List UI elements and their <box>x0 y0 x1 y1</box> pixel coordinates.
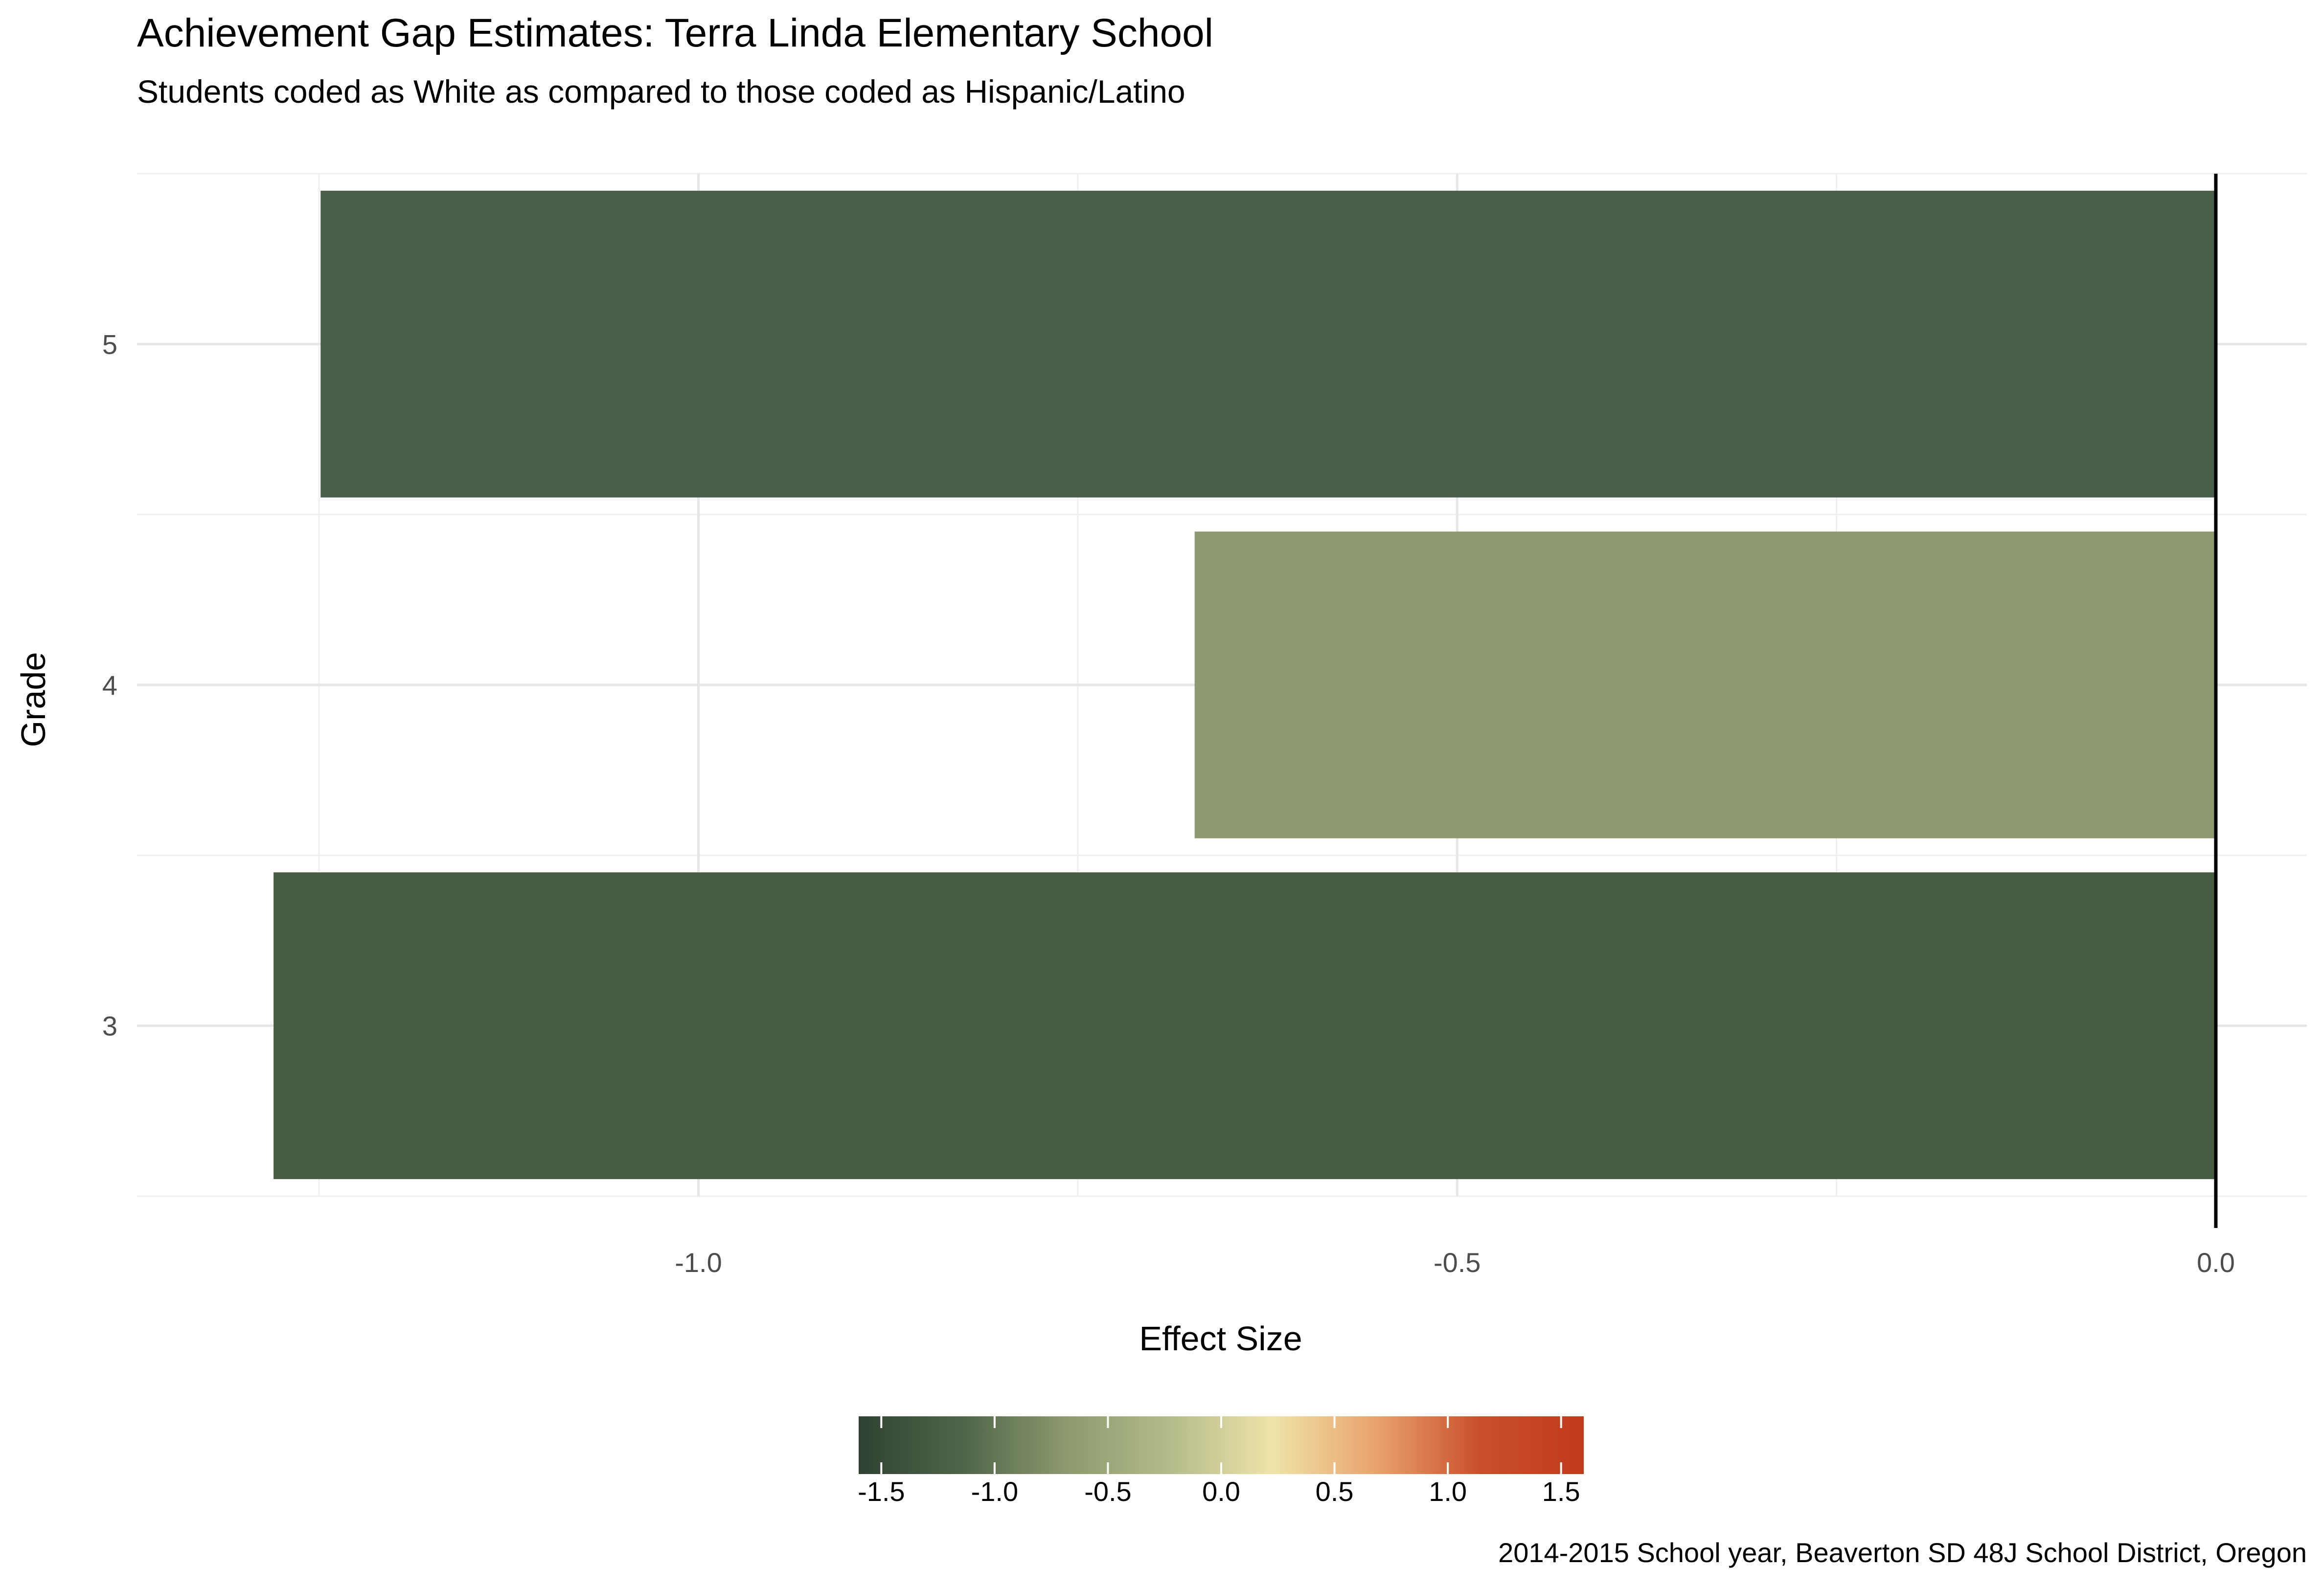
colorbar-legend: -1.5 -1.0 -0.5 0.0 0.5 1.0 1.5 <box>858 1416 1584 1507</box>
bars <box>273 190 2216 1180</box>
y-axis-tick-labels: 3 4 5 <box>102 329 117 1041</box>
y-tick-label: 4 <box>102 670 117 701</box>
colorbar-tick-label: 0.5 <box>1316 1476 1354 1507</box>
x-axis-title: Effect Size <box>1139 1319 1302 1358</box>
x-axis-tick-labels: -1.0 -0.5 0.0 <box>675 1247 2235 1278</box>
y-axis-title: Grade <box>14 652 52 748</box>
chart-subtitle: Students coded as White as compared to t… <box>137 73 1185 110</box>
bar-grade-3 <box>273 872 2216 1180</box>
x-tick-label: -1.0 <box>675 1247 722 1278</box>
chart-caption: 2014-2015 School year, Beaverton SD 48J … <box>1498 1537 2307 1568</box>
y-tick-label: 5 <box>102 329 117 360</box>
colorbar-tick-label: 1.0 <box>1429 1476 1467 1507</box>
colorbar-tick-label: -1.0 <box>971 1476 1019 1507</box>
colorbar-tick-label: -1.5 <box>858 1476 905 1507</box>
colorbar-tick-label: 1.5 <box>1542 1476 1580 1507</box>
bar-grade-4 <box>1194 531 2216 839</box>
chart-title: Achievement Gap Estimates: Terra Linda E… <box>137 11 1213 55</box>
colorbar-tick-marks <box>880 1416 1562 1474</box>
x-tick-label: -0.5 <box>1434 1247 1481 1278</box>
x-tick-label: 0.0 <box>2197 1247 2235 1278</box>
y-tick-label: 3 <box>102 1011 117 1042</box>
colorbar-tick-label: -0.5 <box>1084 1476 1132 1507</box>
bar-grade-5 <box>320 190 2216 498</box>
colorbar-tick-label: 0.0 <box>1202 1476 1240 1507</box>
colorbar-tick-labels: -1.5 -1.0 -0.5 0.0 0.5 1.0 1.5 <box>858 1476 1580 1507</box>
